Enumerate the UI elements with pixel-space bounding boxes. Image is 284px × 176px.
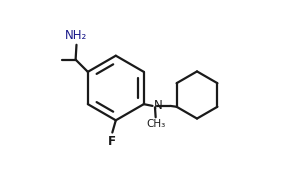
Text: NH₂: NH₂ bbox=[65, 29, 87, 42]
Text: N: N bbox=[153, 99, 162, 112]
Text: F: F bbox=[108, 135, 116, 148]
Text: CH₃: CH₃ bbox=[146, 119, 165, 129]
